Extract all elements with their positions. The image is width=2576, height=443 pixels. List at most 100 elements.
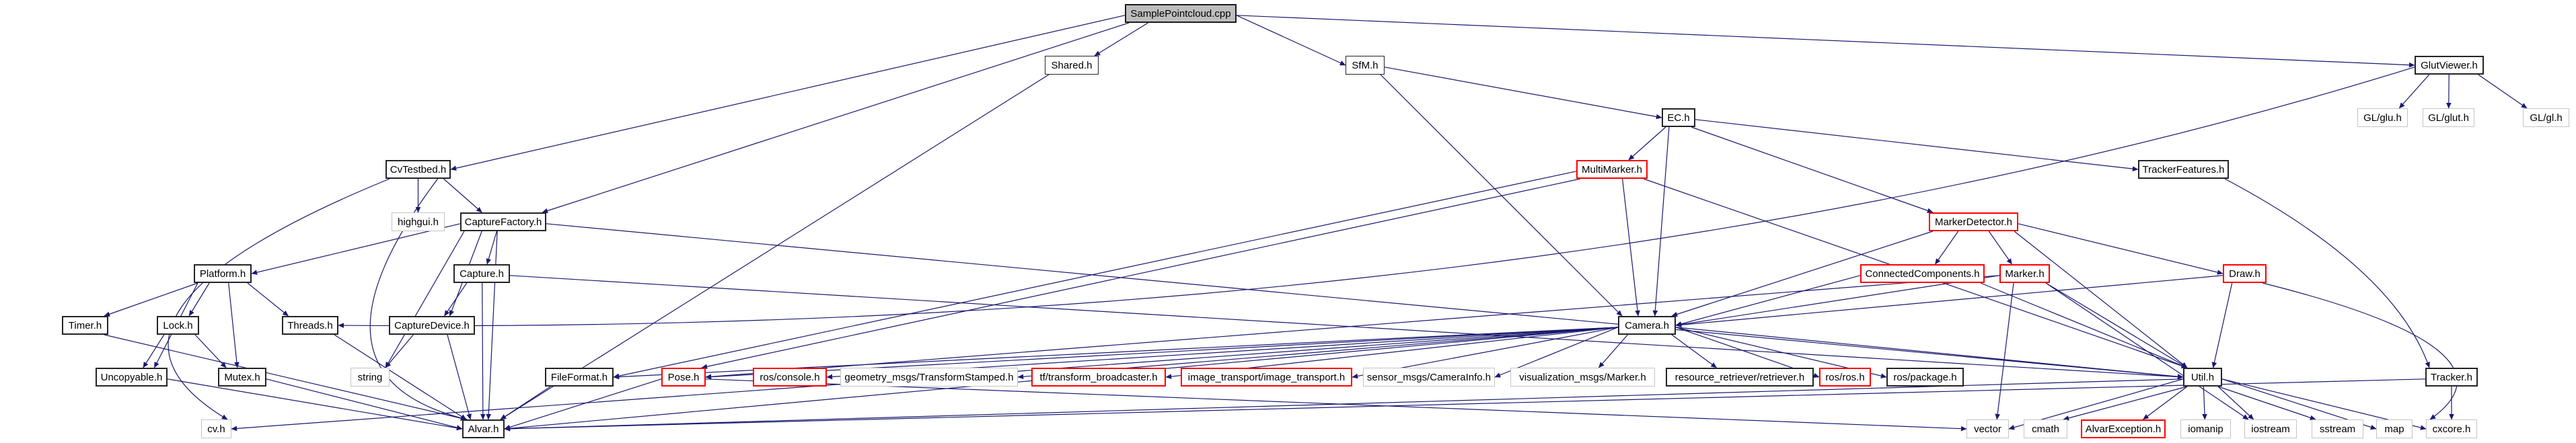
node-label: Timer.h bbox=[68, 319, 102, 331]
node-tf-broadcaster[interactable]: tf/transform_broadcaster.h bbox=[1031, 368, 1166, 387]
node-draw-h[interactable]: Draw.h bbox=[2223, 264, 2267, 283]
edge-platform-h-to-timer-h bbox=[104, 282, 198, 317]
edge-capture-h-to-capturedevice-h bbox=[444, 282, 468, 317]
node-mutex-h[interactable]: Mutex.h bbox=[218, 368, 266, 387]
node-tracker-h[interactable]: Tracker.h bbox=[2425, 368, 2478, 387]
node-label: Camera.h bbox=[1625, 319, 1669, 331]
node-label: GL/gl.h bbox=[2530, 112, 2563, 124]
edge-platform-h-to-threads-h bbox=[247, 282, 289, 317]
node-ros-console-h[interactable]: ros/console.h bbox=[753, 368, 827, 387]
edge-util-h-to-alvarexception-h bbox=[2143, 386, 2188, 420]
edge-camera-h-to-resource-retriever bbox=[1671, 334, 1717, 368]
edge-ec-h-to-trackerfeatures-h bbox=[1695, 119, 2139, 171]
edge-glutviewer-h-to-threads-h bbox=[338, 67, 2415, 328]
node-cvtestbed-h[interactable]: CvTestbed.h bbox=[385, 160, 451, 179]
node-label: EC.h bbox=[1667, 112, 1690, 124]
node-label: iomanip bbox=[2188, 423, 2223, 435]
node-capture-h[interactable]: Capture.h bbox=[453, 264, 510, 283]
node-label: CaptureDevice.h bbox=[394, 319, 470, 331]
node-cv-h: cv.h bbox=[201, 419, 231, 438]
node-threads-h[interactable]: Threads.h bbox=[282, 316, 338, 335]
node-lock-h[interactable]: Lock.h bbox=[157, 316, 199, 335]
edge-util-h-to-iomanip bbox=[2202, 386, 2207, 420]
node-label: cmath bbox=[2032, 423, 2059, 435]
node-connectedcomponents-h[interactable]: ConnectedComponents.h bbox=[1860, 264, 1985, 283]
node-label: cv.h bbox=[207, 423, 225, 435]
edge-marker-h-to-util-h bbox=[2045, 282, 2188, 368]
edge-util-h-to-cmath bbox=[2063, 386, 2188, 421]
node-label: visualization_msgs/Marker.h bbox=[1519, 371, 1646, 383]
node-samplepointcloud-cpp[interactable]: SamplePointcloud.cpp bbox=[1125, 4, 1237, 23]
node-label: sstream bbox=[2319, 423, 2356, 435]
edge-cvtestbed-h-to-capturefactory-h bbox=[443, 178, 482, 213]
node-trackerfeatures-h[interactable]: TrackerFeatures.h bbox=[2138, 160, 2229, 179]
edge-ec-h-to-camera-h bbox=[1652, 126, 1670, 317]
node-label: Shared.h bbox=[1051, 59, 1093, 71]
edge-ec-h-to-multimarker-h bbox=[1628, 126, 1666, 161]
edge-draw-h-to-util-h bbox=[2211, 282, 2233, 368]
node-image-transport[interactable]: image_transport/image_transport.h bbox=[1181, 368, 1352, 387]
edge-capturefactory-h-to-capture-h bbox=[486, 231, 497, 265]
edge-ec-h-to-markerdetector-h bbox=[1691, 126, 1934, 213]
edge-lock-h-to-mutex-h bbox=[194, 334, 227, 368]
node-shared-h[interactable]: Shared.h bbox=[1045, 56, 1099, 75]
node-map: map bbox=[2376, 419, 2413, 438]
node-label: Marker.h bbox=[2005, 268, 2045, 280]
node-marker-h[interactable]: Marker.h bbox=[1999, 264, 2050, 283]
node-ros-ros-h[interactable]: ros/ros.h bbox=[1819, 368, 1871, 387]
node-resource-retriever[interactable]: resource_retriever/retriever.h bbox=[1666, 368, 1814, 387]
node-label: SfM.h bbox=[1352, 59, 1378, 71]
edge-draw-h-to-cxcore-h bbox=[2262, 282, 2458, 420]
node-capturedevice-h[interactable]: CaptureDevice.h bbox=[389, 316, 475, 335]
node-label: GL/glut.h bbox=[2428, 112, 2469, 124]
edge-markerdetector-h-to-marker-h bbox=[1988, 231, 2012, 265]
node-alvarexception-h[interactable]: AlvarException.h bbox=[2081, 419, 2166, 438]
edge-multimarker-h-to-fileformat-h bbox=[613, 171, 1577, 379]
node-label: ros/package.h bbox=[1893, 371, 1957, 383]
node-label: map bbox=[2384, 423, 2404, 435]
node-label: Util.h bbox=[2191, 371, 2215, 383]
edge-connectedcomponents-h-to-camera-h bbox=[1675, 275, 1861, 327]
edge-camera-h-to-visualization-msgs bbox=[1598, 334, 1628, 368]
node-multimarker-h[interactable]: MultiMarker.h bbox=[1576, 160, 1648, 179]
node-label: ros/console.h bbox=[760, 371, 820, 383]
node-label: resource_retriever/retriever.h bbox=[1675, 371, 1805, 383]
node-fileformat-h[interactable]: FileFormat.h bbox=[545, 368, 614, 387]
node-camera-h[interactable]: Camera.h bbox=[1618, 316, 1676, 335]
node-geometry-msgs: geometry_msgs/TransformStamped.h bbox=[840, 368, 1018, 387]
edge-samplepointcloud-cpp-to-glutviewer-h bbox=[1236, 15, 2415, 68]
node-label: string bbox=[357, 371, 383, 383]
node-label: Threads.h bbox=[287, 319, 333, 331]
node-sensor-msgs: sensor_msgs/CameraInfo.h bbox=[1363, 368, 1495, 387]
node-label: highgui.h bbox=[398, 216, 439, 228]
edge-multimarker-h-to-camera-h bbox=[1622, 178, 1640, 317]
node-label: Alvar.h bbox=[468, 423, 499, 435]
node-uncopyable-h[interactable]: Uncopyable.h bbox=[96, 368, 168, 387]
node-capturefactory-h[interactable]: CaptureFactory.h bbox=[460, 212, 546, 231]
node-ros-package-h[interactable]: ros/package.h bbox=[1886, 368, 1964, 387]
node-label: iostream bbox=[2251, 423, 2290, 435]
node-label: Uncopyable.h bbox=[100, 371, 163, 383]
node-sfm-h[interactable]: SfM.h bbox=[1346, 56, 1385, 75]
node-alvar-h[interactable]: Alvar.h bbox=[462, 419, 505, 438]
node-iomanip: iomanip bbox=[2180, 419, 2231, 438]
node-pose-h[interactable]: Pose.h bbox=[661, 368, 706, 387]
node-timer-h[interactable]: Timer.h bbox=[62, 316, 108, 335]
node-label: MarkerDetector.h bbox=[1934, 216, 2013, 228]
node-markerdetector-h[interactable]: MarkerDetector.h bbox=[1929, 212, 2018, 231]
edge-capturefactory-h-to-util-h bbox=[546, 223, 2184, 380]
edge-util-h-to-sstream bbox=[2217, 386, 2316, 421]
node-label: GlutViewer.h bbox=[2421, 59, 2478, 71]
node-util-h[interactable]: Util.h bbox=[2183, 368, 2222, 387]
node-glutviewer-h[interactable]: GlutViewer.h bbox=[2415, 56, 2484, 75]
node-platform-h[interactable]: Platform.h bbox=[194, 264, 252, 283]
edge-marker-h-to-pose-h bbox=[705, 275, 2000, 380]
edge-markerdetector-h-to-util-h bbox=[2014, 231, 2188, 368]
node-ec-h[interactable]: EC.h bbox=[1662, 108, 1695, 127]
node-sstream: sstream bbox=[2312, 419, 2363, 438]
edge-multimarker-h-to-pose-h bbox=[701, 178, 1581, 370]
node-label: FileFormat.h bbox=[550, 371, 608, 383]
edge-capturefactory-h-to-string bbox=[385, 231, 465, 368]
edge-capture-h-to-alvar-h bbox=[480, 282, 486, 420]
